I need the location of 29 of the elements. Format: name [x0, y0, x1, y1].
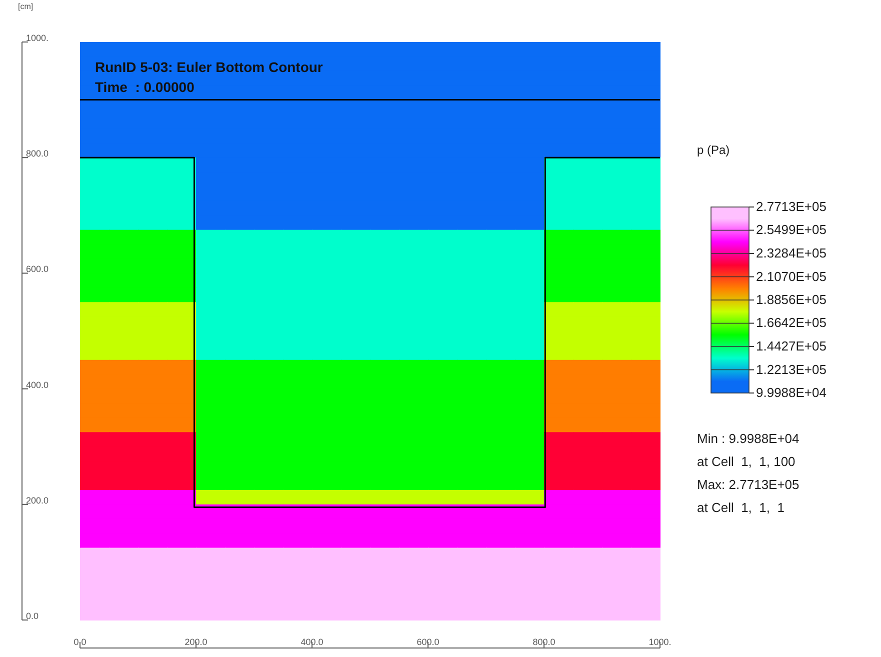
text: at Cell 1, 1, 1: [697, 500, 784, 515]
x-tick-label: 200.0: [184, 637, 208, 647]
text: Max: 2.7713E+05: [697, 477, 800, 492]
y-tick-label: 0.0: [26, 611, 39, 621]
y-tick-label: 200.0: [26, 495, 49, 506]
y-tick-label: 800.0: [26, 148, 49, 159]
color-bar-label: 2.5499E+05: [756, 222, 826, 238]
color-bar-label: 2.3284E+05: [756, 246, 826, 261]
text: Time : 0.00000: [95, 79, 195, 95]
text: RunID 5-03: Euler Bottom Contour: [95, 59, 324, 75]
x-tick-label: 0.0: [74, 637, 86, 647]
color-bar-label: 1.4427E+05: [756, 338, 826, 354]
y-tick-label: 1000.: [26, 33, 49, 43]
x-tick-label: 1000.: [648, 637, 672, 647]
y-tick-label: 600.0: [26, 264, 49, 274]
x-tick-label: 800.0: [532, 637, 556, 647]
color-bar-label: 2.7713E+05: [756, 199, 826, 214]
text: at Cell 1, 1, 100: [697, 454, 796, 469]
color-bar-label: 1.2213E+05: [756, 362, 826, 377]
color-bar-label: 1.8856E+05: [756, 292, 826, 307]
x-tick-label: 600.0: [416, 637, 440, 647]
text: Min : 9.9988E+04: [697, 431, 800, 446]
x-tick-label: 400.0: [300, 637, 324, 647]
y-tick-label: 400.0: [26, 380, 49, 390]
color-bar-title: p (Pa): [697, 143, 730, 157]
color-bar-label: 1.6642E+05: [756, 315, 826, 330]
color-bar-label: 9.9988E+04: [756, 385, 826, 400]
y-axis-title: [cm]: [18, 2, 34, 11]
color-bar-label: 2.1070E+05: [756, 268, 826, 284]
